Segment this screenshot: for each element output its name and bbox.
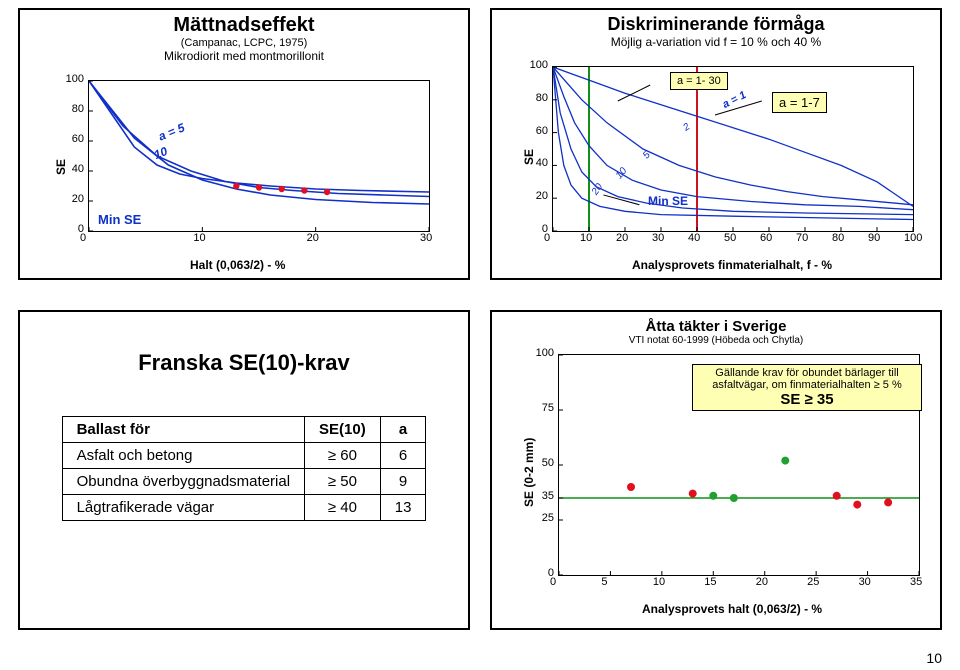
chart2-min-se-label: Min SE [648,194,688,208]
chart4-callout-text: Gällande krav för obundet bärlager till … [712,367,901,391]
table-header-row: Ballast för SE(10) a [62,417,426,443]
chart2-plot [552,66,914,232]
table-header: a [380,417,426,443]
chart-eight-quarries: Åtta täkter i Sverige VTI notat 60-1999 … [490,310,942,630]
chart1-subtitle: (Campanac, LCPC, 1975) [20,37,468,49]
page-number: 10 [926,650,942,666]
chart4-callout-box: Gällande krav för obundet bärlager till … [692,364,922,411]
chart4-title: Åtta täkter i Sverige [492,318,940,335]
table-cell: ≥ 50 [305,469,381,495]
chart2-subtitle: Möjlig a-variation vid f = 10 % och 40 % [492,35,940,49]
table-cell: ≥ 40 [305,495,381,521]
franska-requirements-panel: Franska SE(10)-krav Ballast för SE(10) a… [18,310,470,630]
franska-title: Franska SE(10)-krav [20,350,468,376]
chart2-callout-a17: a = 1-7 [772,92,827,113]
table-cell: 9 [380,469,426,495]
table-row: Lågtrafikerade vägar ≥ 40 13 [62,495,426,521]
chart1-min-se-label: Min SE [98,212,141,227]
table-header: Ballast för [62,417,304,443]
table-cell: 13 [380,495,426,521]
table-cell: Asfalt och betong [62,443,304,469]
chart4-subtitle: VTI notat 60-1999 (Höbeda och Chytla) [492,335,940,346]
chart1-plot [88,80,430,232]
chart1-subtitle2: Mikrodiorit med montmorillonit [20,49,468,63]
table-cell: ≥ 60 [305,443,381,469]
table-row: Asfalt och betong ≥ 60 6 [62,443,426,469]
chart2-title: Diskriminerande förmåga [492,14,940,35]
table-cell: Obundna överbyggnadsmaterial [62,469,304,495]
chart2-svg [553,67,913,231]
table-header: SE(10) [305,417,381,443]
chart1-xlabel: Halt (0,063/2) - % [190,258,285,272]
chart2-xlabel: Analysprovets finmaterialhalt, f - % [632,258,832,272]
chart-discriminating-ability: Diskriminerande förmåga Möjlig a-variati… [490,8,942,280]
chart1-svg [89,81,429,231]
table-cell: Lågtrafikerade vägar [62,495,304,521]
chart1-title: Mättnadseffekt [20,14,468,37]
table-row: Obundna överbyggnadsmaterial ≥ 50 9 [62,469,426,495]
chart4-callout-big: SE ≥ 35 [780,391,833,408]
chart4-xlabel: Analysprovets halt (0,063/2) - % [642,602,822,616]
table-cell: 6 [380,443,426,469]
chart-saturation-effect: Mättnadseffekt (Campanac, LCPC, 1975) Mi… [18,8,470,280]
chart2-callout-a130: a = 1- 30 [670,72,728,90]
requirements-table: Ballast för SE(10) a Asfalt och betong ≥… [62,416,427,521]
